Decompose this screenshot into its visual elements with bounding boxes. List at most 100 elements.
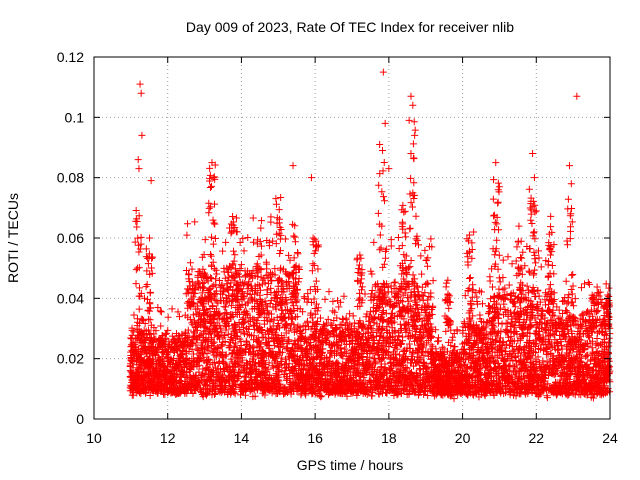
- data-point: [225, 322, 233, 330]
- data-point: [154, 303, 162, 311]
- data-point: [162, 334, 170, 342]
- data-point: [486, 277, 494, 285]
- data-point: [192, 341, 200, 349]
- data-point: [209, 302, 217, 310]
- data-point: [387, 242, 395, 250]
- data-point: [505, 281, 513, 289]
- data-point: [217, 342, 225, 350]
- data-point: [189, 340, 197, 348]
- data-point: [184, 326, 192, 334]
- data-point: [206, 251, 214, 259]
- data-point: [192, 332, 200, 340]
- data-point: [501, 284, 509, 292]
- data-point: [210, 338, 218, 346]
- data-point: [208, 302, 216, 310]
- data-point: [222, 238, 230, 246]
- data-point: [130, 311, 138, 319]
- data-point: [211, 390, 219, 398]
- data-point: [163, 329, 171, 337]
- data-point: [484, 302, 492, 310]
- data-point: [427, 293, 435, 301]
- data-point: [206, 274, 214, 282]
- data-point: [435, 337, 443, 345]
- data-point: [314, 304, 322, 312]
- data-point: [394, 233, 402, 241]
- data-point: [190, 350, 198, 358]
- data-point: [502, 319, 510, 327]
- data-point: [429, 277, 437, 285]
- data-point: [495, 285, 503, 293]
- data-point: [186, 259, 194, 267]
- data-point: [157, 308, 165, 316]
- data-point: [208, 334, 216, 342]
- data-point: [499, 286, 507, 294]
- data-point: [215, 335, 223, 343]
- data-point: [196, 355, 204, 363]
- data-point: [257, 217, 265, 225]
- data-point: [220, 332, 228, 340]
- data-point: [370, 238, 378, 246]
- data-point: [217, 324, 225, 332]
- data-point: [185, 277, 193, 285]
- data-point: [495, 251, 503, 259]
- data-point: [222, 326, 230, 334]
- data-point: [244, 233, 252, 241]
- data-point: [427, 235, 435, 243]
- data-point: [210, 291, 218, 299]
- data-point: [149, 359, 157, 367]
- data-point: [220, 288, 228, 296]
- data-point: [232, 214, 240, 222]
- data-point: [209, 216, 217, 224]
- data-point: [186, 315, 194, 323]
- data-point: [210, 367, 218, 375]
- data-point: [146, 391, 154, 399]
- data-point: [382, 254, 390, 262]
- data-point: [212, 353, 220, 361]
- data-point: [164, 326, 172, 334]
- data-point: [216, 276, 224, 284]
- chart-title: Day 009 of 2023, Rate Of TEC Index for r…: [186, 19, 514, 35]
- data-point: [216, 310, 224, 318]
- data-point: [421, 246, 429, 254]
- data-point: [219, 373, 227, 381]
- data-point: [219, 348, 227, 356]
- data-point: [192, 323, 200, 331]
- data-point: [183, 231, 191, 239]
- data-point: [188, 265, 196, 273]
- data-point: [232, 382, 240, 390]
- data-point: [146, 329, 154, 337]
- data-point: [212, 266, 220, 274]
- data-point: [129, 364, 137, 372]
- data-point: [338, 320, 346, 328]
- data-point: [406, 263, 414, 271]
- data-point: [196, 332, 204, 340]
- data-point: [249, 214, 257, 222]
- data-point: [190, 328, 198, 336]
- data-point: [191, 285, 199, 293]
- data-point: [335, 303, 343, 311]
- data-point: [504, 253, 512, 261]
- data-point: [164, 313, 172, 321]
- data-point: [194, 326, 202, 334]
- data-point: [230, 389, 238, 397]
- data-point: [395, 332, 403, 340]
- data-point: [222, 382, 230, 390]
- data-point: [176, 313, 184, 321]
- data-point: [144, 326, 152, 334]
- data-point: [168, 305, 176, 313]
- data-point: [221, 303, 229, 311]
- data-point: [158, 336, 166, 344]
- data-point: [152, 327, 160, 335]
- data-point: [178, 330, 186, 338]
- data-point: [337, 298, 345, 306]
- data-point: [219, 247, 227, 255]
- data-point: [391, 278, 399, 286]
- data-point: [202, 324, 210, 332]
- data-point: [128, 358, 136, 366]
- data-point: [233, 270, 241, 278]
- data-point: [390, 279, 398, 287]
- data-point: [267, 296, 275, 304]
- data-point: [219, 333, 227, 341]
- data-point: [367, 290, 375, 298]
